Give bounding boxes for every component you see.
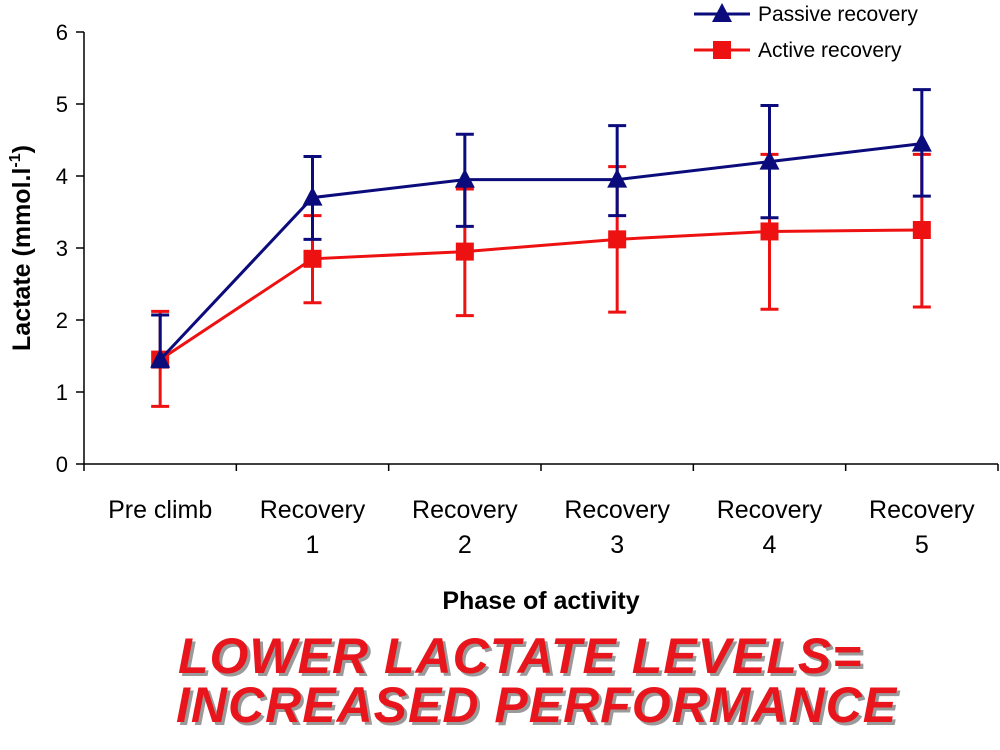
x-tick-label-line: Recovery	[869, 496, 975, 524]
x-tick-label: Pre climb	[108, 496, 212, 524]
data-point-triangle	[454, 168, 475, 188]
banner-line-2: INCREASED PERFORMANCE	[176, 677, 898, 733]
y-tick-label: 4	[56, 164, 68, 189]
x-tick-label-line: 4	[763, 531, 777, 559]
data-point-triangle	[302, 186, 323, 206]
chart-axes	[76, 31, 999, 471]
x-tick-label: Recovery 3	[564, 496, 670, 559]
legend-marker-triangle	[712, 3, 732, 22]
legend-label: Active recovery	[758, 39, 902, 62]
data-point-triangle	[607, 168, 628, 188]
y-tick-label: 1	[56, 380, 68, 405]
x-tick-label: Recovery 4	[717, 496, 823, 559]
legend: Passive recovery Active recovery	[694, 3, 918, 62]
y-tick-label: 2	[56, 308, 68, 333]
banner-line-2-shadow: INCREASED PERFORMANCE	[179, 680, 901, 736]
x-tick-label-line: Pre climb	[108, 496, 212, 524]
y-tick-label: 3	[56, 236, 68, 261]
x-tick-label-line: 1	[306, 531, 320, 559]
y-tick-label: 5	[56, 92, 68, 117]
y-axis-title-main: Lactate (mmol.l	[8, 168, 36, 351]
x-tick-label: Recovery 1	[260, 496, 366, 559]
data-point-triangle	[150, 348, 171, 368]
series-line	[159, 228, 922, 361]
x-axis-title: Phase of activity	[442, 587, 639, 615]
data-point-square	[912, 221, 931, 239]
x-tick-label: Recovery 5	[869, 496, 975, 559]
legend-marker-square	[713, 41, 731, 59]
banner-line-1: LOWER LACTATE LEVELS=	[178, 628, 862, 684]
data-point-square	[303, 249, 322, 268]
banner-line-1-shadow: LOWER LACTATE LEVELS=	[181, 631, 865, 687]
x-tick-label-line: Recovery	[717, 496, 823, 524]
x-tick-label-line: 3	[610, 531, 624, 559]
data-point-square	[455, 242, 474, 261]
series-layer	[150, 88, 932, 408]
data-point-triangle	[911, 132, 932, 152]
legend-label: Passive recovery	[758, 3, 918, 26]
series-line	[159, 142, 923, 361]
x-tick-label: Recovery 2	[412, 496, 518, 559]
y-tick-label: 0	[56, 452, 68, 477]
x-tick-label-line: Recovery	[260, 496, 366, 524]
series-passive-recovery	[150, 88, 932, 369]
data-point-triangle	[759, 150, 780, 170]
x-tick-label-line: 2	[458, 531, 472, 559]
x-tick-label-line: 5	[915, 531, 929, 559]
y-axis-title-close: )	[8, 145, 36, 153]
data-point-square	[760, 222, 779, 241]
x-tick-label-line: Recovery	[412, 496, 518, 524]
y-axis-title: Lactate (mmol.l-1)	[7, 145, 36, 351]
y-axis-title-superscript: -1	[7, 153, 24, 167]
x-tick-label-line: Recovery	[564, 496, 670, 524]
data-point-square	[608, 230, 627, 249]
series-active-recovery	[151, 152, 931, 408]
y-tick-label: 6	[56, 20, 68, 45]
banner: LOWER LACTATE LEVELS= LOWER LACTATE LEVE…	[176, 628, 901, 736]
